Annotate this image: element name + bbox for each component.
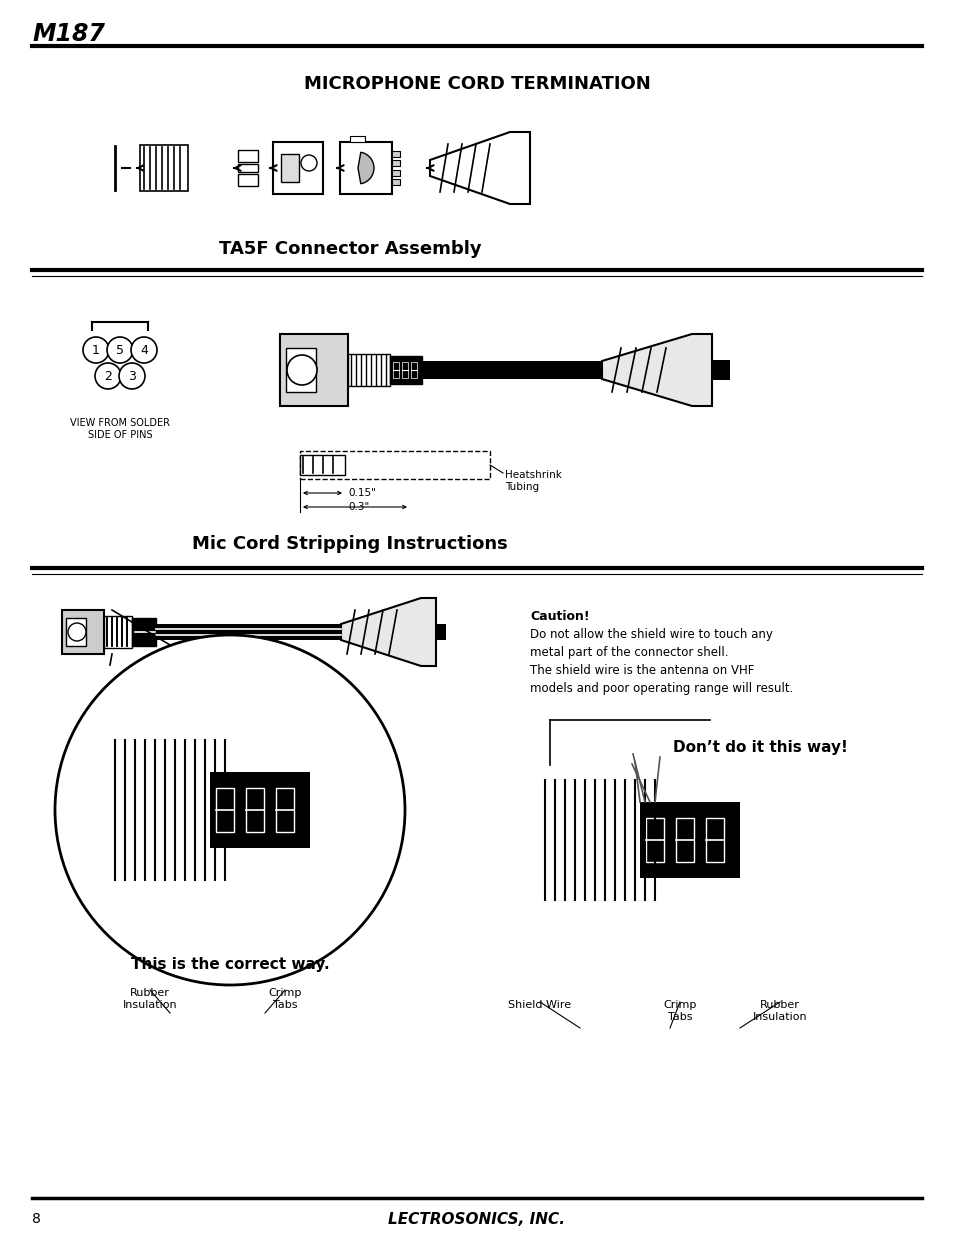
Bar [401,362,408,378]
Bar [339,142,392,194]
Bar [676,818,693,862]
Text: 5: 5 [116,343,124,357]
Bar [392,161,399,165]
Text: Do not allow the shield wire to touch any
metal part of the connector shell.
The: Do not allow the shield wire to touch an… [530,629,793,695]
Text: 4: 4 [140,343,148,357]
Text: Heatshrink
Tubing: Heatshrink Tubing [504,471,561,492]
Text: 3: 3 [128,369,135,383]
Text: LECTROSONICS, INC.: LECTROSONICS, INC. [388,1212,565,1228]
Text: M187: M187 [32,22,105,46]
Text: 0.3": 0.3" [348,501,369,513]
Bar [132,618,156,646]
Bar [246,788,264,832]
Bar [62,610,104,655]
Text: 8: 8 [32,1212,41,1226]
Circle shape [95,363,121,389]
Bar [275,788,294,832]
FancyBboxPatch shape [280,333,348,406]
Text: Crimp
Tabs: Crimp Tabs [268,988,301,1009]
Bar [711,359,729,380]
Bar [210,772,310,848]
Bar [350,136,365,142]
Text: Crimp
Tabs: Crimp Tabs [662,1000,696,1021]
Bar [156,624,446,640]
Circle shape [301,156,316,170]
Bar [705,818,723,862]
Bar [299,451,490,479]
Bar [286,348,315,391]
Bar [393,362,398,378]
Polygon shape [430,132,530,204]
Bar [273,142,323,194]
Text: Don’t do it this way!: Don’t do it this way! [672,740,846,755]
Text: 2: 2 [104,369,112,383]
Circle shape [119,363,145,389]
Bar [66,618,86,646]
Bar [390,356,421,384]
Text: 1: 1 [92,343,100,357]
Text: Mic Cord Stripping Instructions: Mic Cord Stripping Instructions [192,535,507,553]
Bar [237,164,257,172]
Text: Rubber
Insulation: Rubber Insulation [752,1000,806,1021]
Text: TA5F Connector Assembly: TA5F Connector Assembly [218,240,481,258]
Bar [348,354,390,387]
Polygon shape [601,333,711,406]
Bar [392,170,399,177]
Bar [392,179,399,185]
Bar [237,149,257,162]
Text: Caution!: Caution! [530,610,589,622]
Polygon shape [340,598,436,666]
Circle shape [107,337,132,363]
Bar [104,616,132,648]
Circle shape [83,337,109,363]
Text: VIEW FROM SOLDER
SIDE OF PINS: VIEW FROM SOLDER SIDE OF PINS [70,417,170,440]
Text: Rubber
Insulation: Rubber Insulation [123,988,177,1009]
Text: 0.15": 0.15" [348,488,375,498]
Wedge shape [357,152,374,184]
Bar [140,144,188,191]
Bar [421,361,601,379]
Bar [299,454,345,475]
Bar [645,818,663,862]
Text: MICROPHONE CORD TERMINATION: MICROPHONE CORD TERMINATION [303,75,650,93]
Circle shape [131,337,157,363]
Circle shape [55,635,405,986]
Text: This is the correct way.: This is the correct way. [131,957,329,972]
Bar [392,151,399,157]
Text: Shield Wire: Shield Wire [508,1000,571,1010]
Bar [215,788,233,832]
Bar [281,154,298,182]
Circle shape [287,354,316,385]
Bar [639,802,740,878]
Circle shape [68,622,86,641]
Bar [237,174,257,186]
Bar [411,362,416,378]
